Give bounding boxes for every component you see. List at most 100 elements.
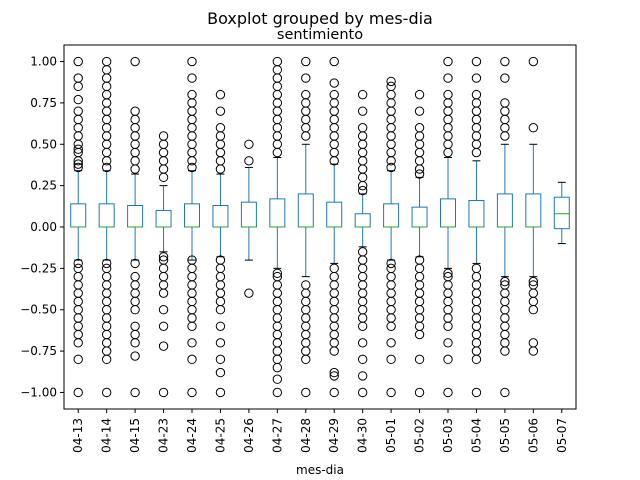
outlier-point (329, 367, 339, 378)
outlier-point (73, 354, 83, 365)
outlier-point (158, 252, 169, 262)
outlier-point (414, 164, 425, 174)
outlier-point (500, 131, 510, 141)
outlier-point (130, 258, 140, 269)
outlier-point (73, 81, 83, 92)
outlier-point (301, 387, 311, 398)
outlier-point (73, 94, 83, 105)
outlier-point (73, 159, 83, 169)
outlier-point (471, 56, 482, 67)
chart-suptitle: Boxplot grouped by mes-dia (207, 9, 433, 28)
outlier-point (386, 354, 396, 365)
outlier-point (73, 144, 83, 154)
outlier-point (414, 106, 425, 116)
outlier-point (187, 354, 197, 365)
outlier-point (357, 387, 368, 398)
outlier-point (301, 56, 311, 67)
outlier-point (215, 321, 226, 331)
outlier-point (414, 329, 425, 340)
outlier-point (101, 162, 112, 173)
outlier-point (187, 56, 197, 67)
outlier-point (244, 288, 254, 298)
outlier-point (471, 354, 482, 365)
y-tick-label: −0.25 (20, 261, 57, 275)
outlier-point (443, 268, 453, 279)
outlier-point (215, 305, 226, 315)
x-tick-label: 04-25 (213, 418, 227, 453)
outlier-point (443, 321, 453, 331)
x-tick-label: 05-06 (526, 418, 540, 453)
outlier-point (301, 73, 311, 83)
box (553, 196, 570, 230)
outlier-point (443, 147, 453, 158)
outlier-point (329, 56, 339, 67)
outlier-point (73, 56, 83, 67)
outlier-point (73, 258, 83, 269)
y-tick-label: 0.00 (30, 220, 57, 234)
outlier-point (357, 371, 368, 381)
outlier-point (386, 258, 396, 269)
outlier-point (130, 387, 140, 398)
outlier-point (386, 338, 396, 348)
outlier-point (272, 374, 283, 384)
outlier-point (357, 338, 368, 348)
outlier-point (73, 338, 83, 348)
outlier-point (272, 362, 283, 373)
outlier-point (158, 305, 169, 315)
outlier-point (443, 354, 453, 365)
outlier-point (187, 162, 197, 173)
outlier-point (443, 338, 453, 348)
outlier-point (215, 387, 226, 398)
outlier-point (158, 172, 169, 183)
outlier-point (301, 131, 311, 141)
outlier-point (187, 321, 197, 331)
outlier-point (357, 185, 368, 196)
x-tick-label: 05-01 (384, 418, 398, 453)
outlier-point (528, 305, 539, 315)
outlier-point (528, 276, 539, 287)
y-tick-label: 0.75 (30, 96, 57, 110)
outlier-point (158, 387, 169, 398)
outlier-point (187, 73, 197, 83)
x-tick-label: 04-26 (242, 418, 256, 453)
outlier-point (414, 354, 425, 365)
outlier-point (101, 354, 112, 365)
y-tick-label: 0.50 (30, 137, 57, 151)
outlier-point (386, 76, 396, 87)
outlier-point (244, 156, 254, 166)
outlier-point (329, 346, 339, 356)
outlier-point (357, 354, 368, 365)
outlier-point (386, 156, 396, 166)
outlier-point (500, 73, 510, 83)
x-tick-label: 04-28 (299, 418, 313, 453)
outlier-point (215, 164, 226, 174)
x-tick-label: 04-23 (157, 418, 171, 453)
y-tick-label: −1.00 (20, 385, 57, 399)
x-tick-label: 05-07 (555, 418, 569, 453)
outlier-point (130, 305, 140, 315)
plot-area: −1.00 −0.75 −0.50 −0.25 0.00 0.25 0.50 0.75 1.00… (20, 55, 570, 453)
outlier-point (301, 354, 311, 365)
outlier-point (443, 73, 453, 83)
outlier-point (101, 387, 112, 398)
x-tick-label: 04-14 (100, 418, 114, 453)
outlier-point (443, 387, 453, 398)
x-axis-label: mes-dia (296, 463, 344, 477)
outlier-point (357, 106, 368, 116)
outlier-point (386, 162, 396, 173)
outlier-point (272, 268, 283, 279)
outlier-point (329, 387, 339, 398)
outlier-point (158, 341, 169, 351)
y-tick-label: −0.50 (20, 303, 57, 317)
outlier-point (500, 346, 510, 356)
y-tick-label: −0.75 (20, 344, 57, 358)
outlier-point (215, 367, 226, 378)
outlier-point (414, 169, 425, 179)
outlier-point (528, 346, 539, 356)
outlier-point (187, 387, 197, 398)
x-tick-label: 05-05 (498, 418, 512, 453)
outlier-point (73, 156, 83, 166)
x-tick-label: 04-24 (185, 418, 199, 453)
